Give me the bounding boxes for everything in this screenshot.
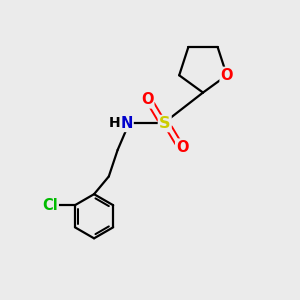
Text: S: S (159, 116, 170, 131)
Text: O: O (176, 140, 189, 154)
Text: O: O (141, 92, 153, 107)
Text: H: H (108, 116, 120, 130)
Text: Cl: Cl (42, 198, 58, 213)
Text: N: N (120, 116, 133, 131)
Text: O: O (220, 68, 233, 83)
